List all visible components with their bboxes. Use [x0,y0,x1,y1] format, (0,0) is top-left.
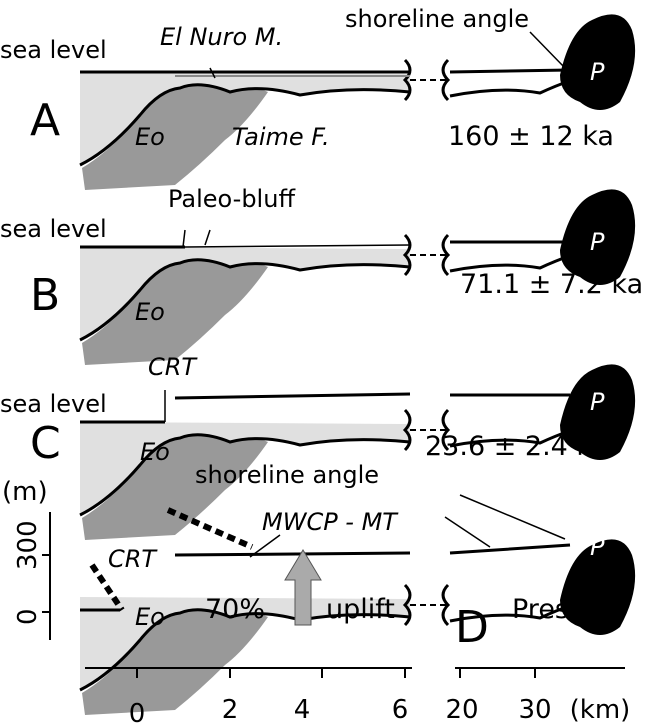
y-unit: (m) [2,477,48,507]
panel-a: sea level El Nuro M. shoreline angle A T… [0,5,635,190]
y-tick: 0 [13,608,43,625]
peak: P [590,228,605,256]
feature: CRT [108,545,158,573]
peak: P [590,58,605,86]
feature: Paleo-bluff [168,185,295,213]
age: 160 ± 12 ka [448,121,614,152]
age: 23.6 ± 2.4 ka [425,431,608,462]
x-unit: (km) [570,695,631,725]
basement: Eo [135,298,165,326]
sea-level: sea level [0,390,107,418]
panel-letter: A [30,95,60,146]
basement: Eo [135,603,165,631]
uplift: uplift [326,594,395,625]
sea-level: sea level [0,36,107,64]
terrace: MWCP - MT [262,508,399,536]
x-tick: 0 [129,699,146,727]
age: Present [512,594,613,625]
feature: CRT [148,353,198,381]
peak: P [590,388,605,416]
x-tick: 2 [222,695,239,725]
panel-b: sea level Paleo-bluff B Eo P 71.1 ± 7.2 … [0,185,643,365]
panel-letter: B [30,270,60,321]
basement: Eo [140,438,170,466]
diagram: sea level El Nuro M. shoreline angle A T… [0,0,660,727]
basement: Eo [135,123,165,151]
shoreline: shoreline angle [195,461,379,489]
panel-letter: D [455,602,489,653]
x-tick: 30 [518,695,551,725]
panel-letter: C [30,418,61,469]
sea-level: sea level [0,215,107,243]
x-tick: 20 [445,695,478,725]
age: 71.1 ± 7.2 ka [460,269,643,300]
shoreline: shoreline angle [345,5,529,33]
peak: P [590,533,605,561]
y-tick: 300 [13,520,43,570]
percent: 70% [205,594,265,625]
x-tick: 6 [392,695,409,725]
formation: El Nuro M. [160,23,283,51]
unit: Taime F. [232,123,330,151]
x-tick: 4 [294,695,311,725]
